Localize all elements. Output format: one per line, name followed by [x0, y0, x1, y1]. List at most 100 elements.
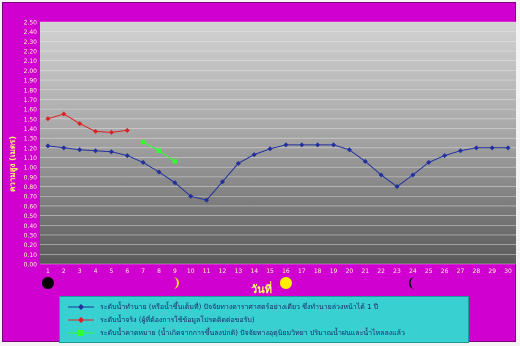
- data-point-series-0: [410, 172, 416, 178]
- y-tick-label: 2.00: [24, 68, 38, 75]
- data-point-series-0: [219, 179, 225, 185]
- data-point-series-0: [505, 145, 511, 151]
- data-point-series-0: [362, 158, 368, 164]
- y-tick-label: 0.20: [24, 242, 38, 249]
- y-tick-label: 1.10: [24, 155, 38, 162]
- y-tick-label: 0.30: [24, 232, 38, 239]
- x-tick-label: 25: [425, 268, 433, 275]
- data-point-series-0: [156, 169, 162, 175]
- y-tick-label: 2.20: [24, 49, 38, 56]
- data-point-series-1: [124, 127, 130, 133]
- plot-area: [40, 22, 516, 264]
- y-tick-label: 2.50: [24, 20, 38, 27]
- data-point-series-2: [140, 139, 146, 145]
- data-point-series-0: [473, 145, 479, 151]
- y-tick-label: 2.40: [24, 29, 38, 36]
- x-tick-label: 12: [219, 268, 227, 275]
- x-tick-label: 13: [235, 268, 243, 275]
- x-tick-label: 3: [78, 268, 82, 275]
- y-tick-label: 0.80: [24, 184, 38, 191]
- x-tick-label: 4: [94, 268, 98, 275]
- x-tick-label: 19: [330, 268, 338, 275]
- y-tick-label: 0.40: [24, 223, 38, 230]
- x-tick-label: 21: [361, 268, 369, 275]
- y-tick-label: 0.70: [24, 194, 38, 201]
- legend-label-actual: ระดับน้ำจริง (ผู้ที่ต้องการใช้ข้อมูลโปรด…: [100, 315, 255, 324]
- legend-marker-expected: [68, 330, 94, 336]
- y-tick-label: 0.60: [24, 203, 38, 210]
- x-axis-label: วันที่: [251, 283, 272, 296]
- data-point-series-0: [45, 143, 51, 149]
- data-point-series-1: [61, 111, 67, 117]
- x-tick-label: 26: [441, 268, 449, 275]
- y-axis-label: ความสูง (เมตร): [8, 136, 18, 192]
- x-tick-label: 10: [187, 268, 195, 275]
- data-point-series-0: [489, 145, 495, 151]
- x-tick-label: 22: [377, 268, 385, 275]
- x-tick-label: 9: [173, 268, 177, 275]
- data-point-series-0: [267, 146, 273, 152]
- y-tick-label: 0.50: [24, 213, 38, 220]
- x-tick-label: 28: [473, 268, 481, 275]
- chart-svg: 0.00 0.10 0.20 0.30 0.40 0.50 0.60 0.70 0.80 0.90…: [8, 20, 516, 289]
- data-point-series-2: [156, 148, 162, 153]
- series-line-0: [47, 144, 509, 201]
- data-point-series-1: [77, 121, 83, 127]
- data-point-series-0: [204, 197, 210, 203]
- y-tick-label: 1.50: [24, 116, 38, 123]
- y-tick-label: 1.00: [24, 165, 38, 172]
- data-point-series-2: [172, 159, 178, 164]
- x-tick-label: 11: [203, 268, 211, 275]
- x-tick-label: 7: [141, 268, 145, 275]
- x-tick-label: 2: [62, 268, 66, 275]
- y-tick-label: 1.60: [24, 107, 38, 114]
- data-point-series-0: [93, 148, 99, 154]
- x-tick-label: 20: [346, 268, 354, 275]
- data-point-series-0: [299, 142, 305, 148]
- x-tick-label: 18: [314, 268, 322, 275]
- legend-item-predicted: ระดับน้ำทำนาย (หรือน้ำขึ้นเต็มที่) ปัจจั…: [66, 300, 378, 314]
- y-tick-label: 0.90: [24, 174, 38, 181]
- data-point-series-0: [331, 142, 337, 148]
- data-point-series-1: [45, 116, 51, 122]
- chart-frame: 0.00 0.10 0.20 0.30 0.40 0.50 0.60 0.70 0.80 0.90…: [2, 2, 516, 343]
- y-tick-label: 1.70: [24, 97, 38, 104]
- x-tick-label: 5: [109, 268, 113, 275]
- x-tick-label: 27: [457, 268, 465, 275]
- data-point-series-0: [378, 172, 384, 178]
- data-point-series-0: [251, 152, 257, 158]
- data-point-series-0: [442, 153, 448, 159]
- y-tick-label: 0.00: [24, 262, 38, 269]
- data-point-series-0: [235, 160, 241, 166]
- x-tick-label: 17: [298, 268, 306, 275]
- data-point-series-0: [188, 193, 194, 199]
- data-point-series-0: [172, 180, 178, 186]
- x-tick-label: 24: [409, 268, 417, 275]
- legend-item-expected: ระดับน้ำคาดหมาย (น้ำเกิดจากการขึ้นลงปกติ…: [66, 326, 405, 340]
- data-point-series-0: [77, 147, 83, 153]
- data-point-series-0: [124, 153, 130, 159]
- series-line-1: [47, 113, 128, 133]
- legend: ระดับน้ำทำนาย (หรือน้ำขึ้นเต็มที่) ปัจจั…: [59, 296, 469, 343]
- x-tick-label: 6: [125, 268, 129, 275]
- data-point-series-0: [346, 147, 352, 153]
- x-tick-label: 30: [504, 268, 512, 275]
- y-tick-label: 2.10: [24, 58, 38, 65]
- legend-item-actual: ระดับน้ำจริง (ผู้ที่ต้องการใช้ข้อมูลโปรด…: [66, 313, 255, 327]
- data-point-series-0: [61, 145, 67, 151]
- data-point-series-0: [283, 142, 289, 148]
- y-tick-label: 1.20: [24, 145, 38, 152]
- legend-marker-actual: [68, 317, 94, 323]
- data-point-series-1: [93, 128, 99, 134]
- x-tick-label: 1: [46, 268, 50, 275]
- data-point-series-0: [140, 159, 146, 165]
- new-moon-icon: [41, 277, 54, 289]
- x-tick-label: 15: [266, 268, 274, 275]
- y-tick-label: 1.80: [24, 87, 38, 94]
- data-point-series-0: [457, 148, 463, 154]
- x-tick-label: 8: [157, 268, 161, 275]
- full-moon-icon: [279, 277, 292, 289]
- legend-label-predicted: ระดับน้ำทำนาย (หรือน้ำขึ้นเต็มที่) ปัจจั…: [100, 302, 379, 311]
- legend-label-expected: ระดับน้ำคาดหมาย (น้ำเกิดจากการขึ้นลงปกติ…: [100, 328, 405, 337]
- y-tick-label: 1.30: [24, 136, 38, 143]
